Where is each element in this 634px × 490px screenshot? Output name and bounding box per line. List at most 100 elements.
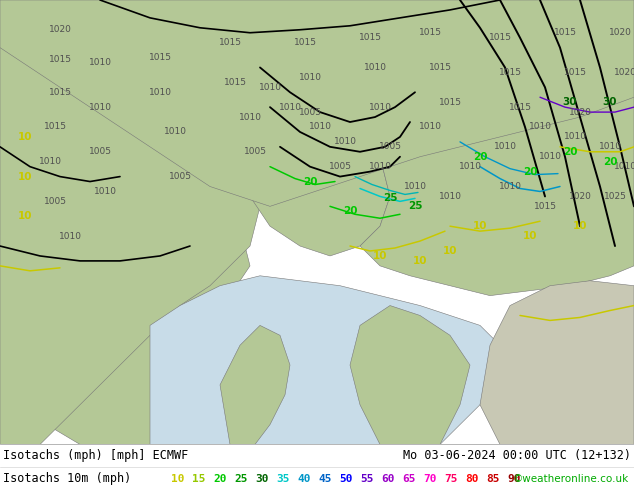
- Text: 1015: 1015: [533, 202, 557, 211]
- Text: 1020: 1020: [614, 68, 634, 77]
- Text: 1010: 1010: [164, 127, 186, 136]
- Text: 20: 20: [523, 167, 537, 176]
- Text: 1020: 1020: [569, 108, 592, 117]
- Text: 1010: 1010: [538, 152, 562, 161]
- Text: 45: 45: [318, 474, 332, 484]
- Text: 1010: 1010: [598, 142, 621, 151]
- Text: 1015: 1015: [224, 78, 247, 87]
- Text: 1010: 1010: [418, 122, 441, 131]
- Text: 1005: 1005: [44, 197, 67, 206]
- Text: 30: 30: [603, 97, 618, 107]
- Text: 10: 10: [18, 172, 32, 182]
- Text: 1010: 1010: [259, 83, 281, 92]
- Text: 30: 30: [563, 97, 577, 107]
- Text: 1010: 1010: [148, 88, 172, 97]
- Text: Mo 03-06-2024 00:00 UTC (12+132): Mo 03-06-2024 00:00 UTC (12+132): [403, 449, 631, 463]
- Text: 1010: 1010: [93, 187, 117, 196]
- Text: 65: 65: [402, 474, 416, 484]
- Polygon shape: [220, 325, 290, 444]
- Text: 10: 10: [18, 211, 32, 221]
- Text: 10: 10: [573, 221, 587, 231]
- Text: 90: 90: [507, 474, 521, 484]
- Text: 1010: 1010: [39, 157, 61, 166]
- Text: 25: 25: [383, 194, 398, 203]
- Text: 25: 25: [408, 201, 422, 211]
- Text: 1015: 1015: [358, 33, 382, 42]
- Text: 80: 80: [465, 474, 479, 484]
- Text: 20: 20: [213, 474, 227, 484]
- Text: 75: 75: [444, 474, 458, 484]
- Text: 10: 10: [443, 246, 457, 256]
- Text: 40: 40: [297, 474, 311, 484]
- Text: 1015: 1015: [508, 102, 531, 112]
- Text: Isotachs 10m (mph): Isotachs 10m (mph): [3, 472, 131, 485]
- Text: 1005: 1005: [299, 108, 321, 117]
- Text: 10: 10: [18, 132, 32, 142]
- Text: 1015: 1015: [44, 122, 67, 131]
- Text: 10: 10: [373, 251, 387, 261]
- Text: 1020: 1020: [609, 28, 631, 37]
- Text: 20: 20: [303, 176, 317, 187]
- Polygon shape: [280, 0, 634, 295]
- Text: 1015: 1015: [564, 68, 586, 77]
- Text: 35: 35: [276, 474, 290, 484]
- Text: 20: 20: [563, 147, 577, 157]
- Text: 20: 20: [473, 152, 488, 162]
- Text: 1015: 1015: [553, 28, 576, 37]
- Text: 1010: 1010: [89, 58, 112, 67]
- Text: 1015: 1015: [498, 68, 522, 77]
- Text: 20: 20: [343, 206, 357, 216]
- Text: 1010: 1010: [493, 142, 517, 151]
- Text: 1015: 1015: [294, 38, 316, 47]
- Text: 1015: 1015: [429, 63, 451, 72]
- Text: 70: 70: [424, 474, 437, 484]
- Text: 1010: 1010: [368, 102, 392, 112]
- Text: 1010: 1010: [89, 102, 112, 112]
- Text: 20: 20: [603, 157, 618, 167]
- Text: 10: 10: [473, 221, 488, 231]
- Text: 1010: 1010: [238, 113, 261, 122]
- Text: 15: 15: [192, 474, 206, 484]
- Text: 1010: 1010: [614, 162, 634, 171]
- Polygon shape: [0, 0, 634, 206]
- Polygon shape: [120, 0, 390, 256]
- Text: 1005: 1005: [169, 172, 191, 181]
- Text: 25: 25: [234, 474, 248, 484]
- Text: 1025: 1025: [604, 192, 626, 201]
- Text: 1005: 1005: [89, 147, 112, 156]
- Text: 1005: 1005: [328, 162, 351, 171]
- Text: 1005: 1005: [378, 142, 401, 151]
- Text: 1010: 1010: [278, 102, 302, 112]
- Text: 1020: 1020: [49, 25, 72, 34]
- Text: 1010: 1010: [564, 132, 586, 142]
- Text: 1010: 1010: [58, 232, 82, 241]
- Text: 1010: 1010: [403, 182, 427, 191]
- Text: 1005: 1005: [243, 147, 266, 156]
- Text: 1010: 1010: [363, 63, 387, 72]
- Text: 55: 55: [360, 474, 374, 484]
- Text: 1010: 1010: [529, 122, 552, 131]
- Text: 1010: 1010: [368, 162, 392, 171]
- Text: 1015: 1015: [148, 53, 172, 62]
- Polygon shape: [480, 281, 634, 444]
- Text: 60: 60: [381, 474, 395, 484]
- Text: 1020: 1020: [569, 192, 592, 201]
- Polygon shape: [150, 276, 510, 444]
- Text: 10: 10: [171, 474, 184, 484]
- Text: 1015: 1015: [219, 38, 242, 47]
- Polygon shape: [0, 0, 260, 444]
- Text: 50: 50: [339, 474, 353, 484]
- Text: 1010: 1010: [439, 192, 462, 201]
- Text: 1010: 1010: [458, 162, 481, 171]
- Text: 1015: 1015: [48, 55, 72, 64]
- Text: 1010: 1010: [333, 137, 356, 147]
- Text: 1010: 1010: [309, 122, 332, 131]
- Text: ©weatheronline.co.uk: ©weatheronline.co.uk: [513, 474, 629, 484]
- Text: 1010: 1010: [299, 73, 321, 82]
- Text: 30: 30: [256, 474, 269, 484]
- Text: 85: 85: [486, 474, 500, 484]
- Text: Isotachs (mph) [mph] ECMWF: Isotachs (mph) [mph] ECMWF: [3, 449, 188, 463]
- Text: 10: 10: [523, 231, 537, 241]
- Polygon shape: [0, 0, 260, 444]
- Polygon shape: [350, 306, 470, 444]
